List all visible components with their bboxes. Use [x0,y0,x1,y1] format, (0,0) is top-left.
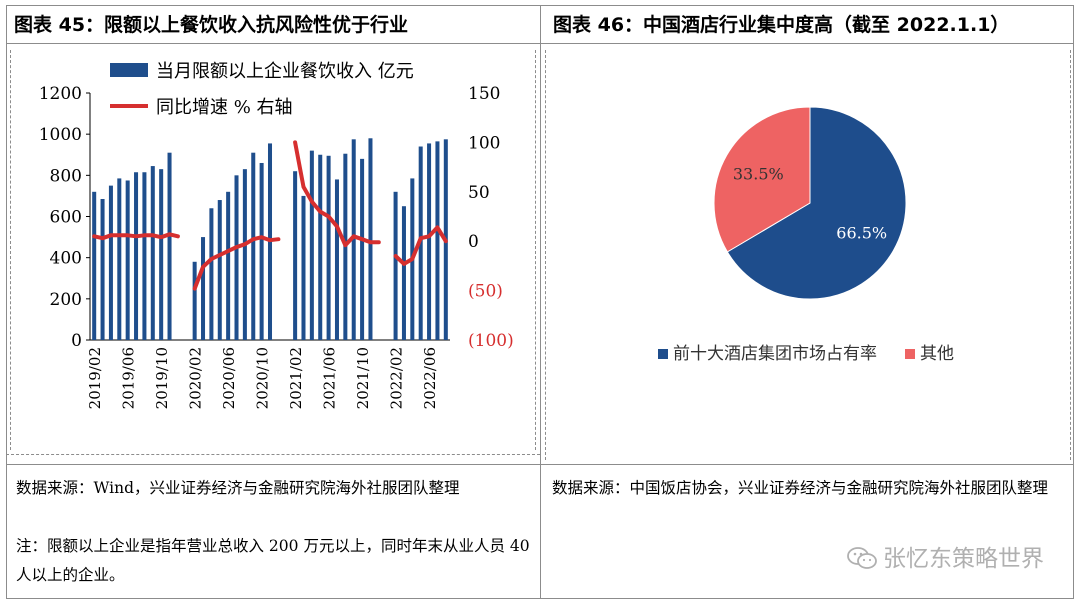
bar [134,172,139,340]
legend-bar-swatch [110,63,148,77]
legend-bar-label: 当月限额以上企业餐饮收入 亿元 [156,61,414,82]
left-y-tick-label: 0 [71,331,82,351]
right-y-tick-label: 100 [468,133,500,153]
pie-slice [713,106,811,253]
bar [360,158,365,340]
x-tick-label: 2020/02 [187,347,205,409]
x-tick-label: 2019/10 [153,347,171,409]
right-source-text: 数据来源：中国饭店协会，兴业证券经济与金融研究院海外社服团队整理 [552,479,1049,497]
growth-line-segment [293,140,381,248]
bar [234,175,239,340]
left-panel-title: 图表 45：限额以上餐饮收入抗风险性优于行业 [14,14,409,36]
growth-line-segment [192,235,281,291]
pie-data-label: 33.5% [733,165,784,184]
bar [242,169,247,340]
watermark-text: 张忆东策略世界 [883,546,1044,572]
pie-chart: 66.5% 33.5% 前十大酒店集团市场占有率 其他 [658,106,954,364]
x-tick-label: 2020/06 [220,347,238,409]
bar [251,152,256,340]
left-y-tick-label: 800 [50,166,82,186]
watermark: 张忆东策略世界 [847,539,1044,573]
bar [167,152,172,340]
bar [92,191,97,340]
legend-line-label: 同比增速 % 右轴 [156,97,293,118]
right-chart-right-guide [1070,50,1071,460]
column-divider [540,5,541,599]
right-panel-title: 图表 46：中国酒店行业集中度高（截至 2022.1.1） [553,14,1010,36]
right-y-tick-label: 0 [468,232,479,252]
bar-line-chart: 0 200 400 600 800 1000 1200 (100) (50) 0 50 100 150 2… [39,61,514,409]
x-tick-label: 2019/02 [86,347,104,409]
bar [108,185,113,340]
growth-line-segment [92,232,180,241]
legend-label: 前十大酒店集团市场占有率 [673,344,877,364]
left-chart-bottom-line [6,454,540,455]
bar [401,206,406,340]
left-y-tick-label: 1000 [39,125,82,145]
right-y-tick-label: 150 [468,84,500,104]
x-tick-label: 2021/10 [354,347,372,409]
bar [301,195,306,340]
bar [100,199,105,340]
legend-label: 其他 [920,344,954,364]
bar [334,179,339,340]
bar [293,171,298,340]
bar [309,150,314,340]
x-tick-label: 2020/10 [254,347,272,409]
bar [150,166,155,340]
bar [192,261,197,340]
bar [318,154,323,340]
legend-swatch [905,349,915,359]
bar [217,200,222,340]
x-tick-label: 2022/06 [421,347,439,409]
bar [159,169,164,340]
x-tick-label: 2021/06 [321,347,339,409]
bar [368,138,373,340]
bar [226,191,231,340]
bar [142,172,147,340]
left-y-tick-label: 600 [50,208,82,228]
right-chart-left-guide [545,50,546,460]
bar [209,208,214,340]
wechat-icon [847,547,877,569]
x-tick-label: 2021/02 [287,347,305,409]
left-source-text: 数据来源：Wind，兴业证券经济与金融研究院海外社服团队整理 [16,479,460,497]
bar [435,141,440,340]
bar [201,237,206,340]
left-note-text: 注：限额以上企业是指年营业总收入 200 万元以上，同时年末从业人员 40 人以… [16,537,530,584]
pie-data-label: 66.5% [836,223,887,242]
left-y-tick-label: 1200 [39,84,82,104]
bar [117,178,122,340]
left-y-tick-label: 200 [50,290,82,310]
bar [326,155,331,340]
x-tick-label: 2019/06 [120,347,138,409]
legend-swatch [658,349,668,359]
bar [351,139,356,340]
right-y-tick-label: 50 [468,183,490,203]
bar [393,191,398,340]
left-chart-right-guide [535,50,536,450]
bar [427,143,432,340]
pie-slice [726,106,907,300]
left-y-tick-label: 400 [50,249,82,269]
right-y-tick-label: (50) [468,282,503,302]
bar [259,162,264,340]
right-y-tick-label: (100) [468,331,514,351]
x-tick-label: 2022/02 [388,347,406,409]
bar [125,180,130,340]
left-chart-left-guide [10,50,11,450]
growth-line-segment [393,225,448,266]
